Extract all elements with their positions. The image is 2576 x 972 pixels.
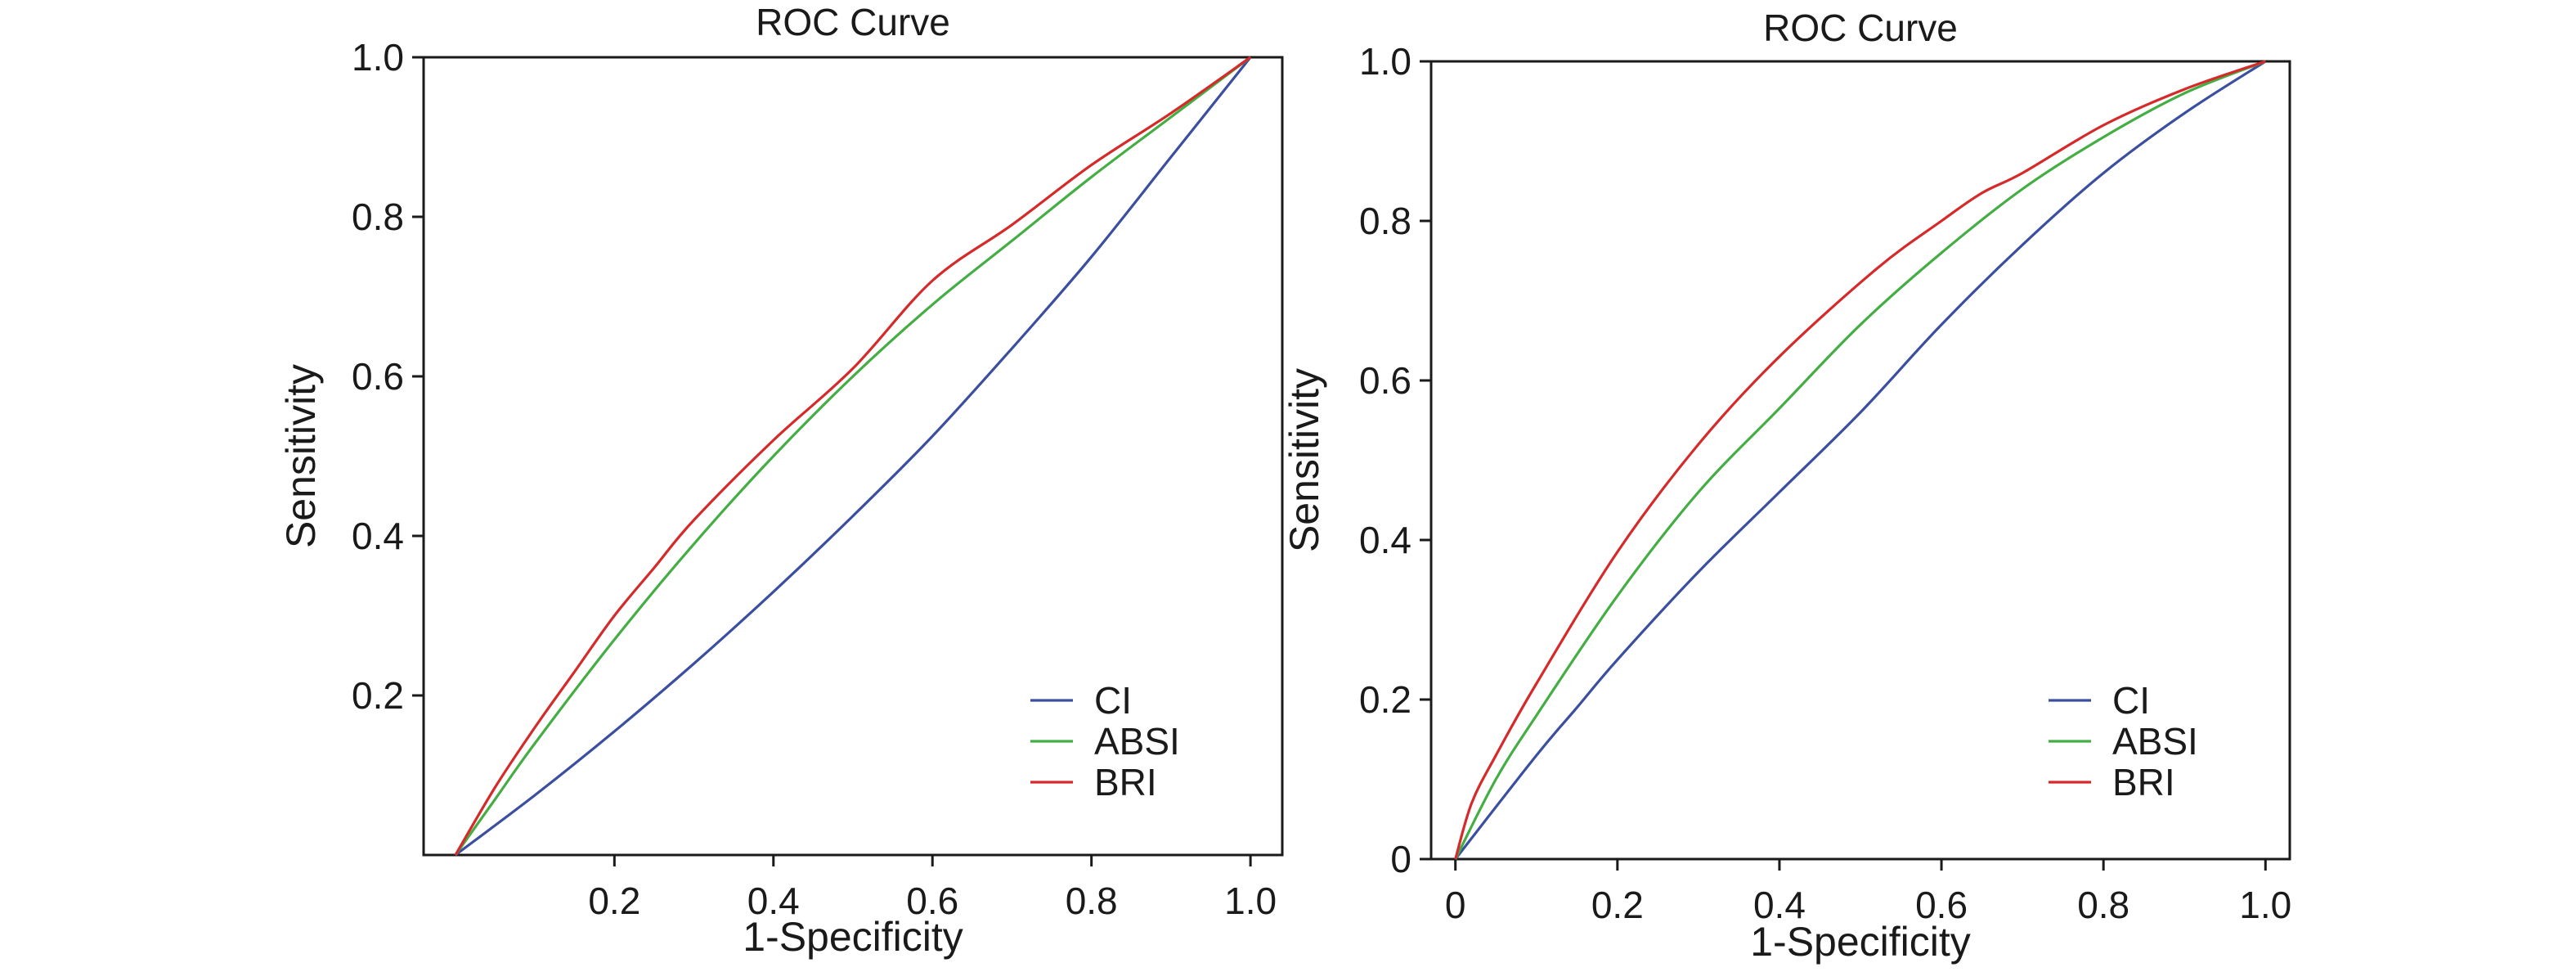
y-tick-label: 1.0 — [352, 36, 404, 79]
x-tick-label: 0.4 — [1753, 884, 1806, 926]
legend-label-ci: CI — [1094, 679, 1132, 722]
x-tick-label: 0 — [1445, 884, 1466, 926]
y-tick-label: 0.6 — [1359, 359, 1411, 402]
chart-title: ROC Curve — [756, 1, 950, 43]
x-tick-label: 0.8 — [2077, 884, 2129, 926]
chart-title: ROC Curve — [1763, 7, 1958, 49]
y-axis-label: Sensitivity — [278, 364, 324, 548]
series-line-absi — [454, 56, 1252, 856]
series-line-ci — [1454, 60, 2267, 860]
x-tick-label: 0.2 — [588, 880, 640, 922]
y-tick-label: 0 — [1390, 838, 1411, 880]
plot-frame — [1429, 60, 2291, 861]
x-tick-label: 0.2 — [1591, 884, 1644, 926]
y-tick-label: 0.2 — [1359, 678, 1411, 721]
x-tick-label: 1.0 — [2239, 884, 2291, 926]
y-axis-label: Sensitivity — [1281, 368, 1327, 552]
y-tick-label: 0.6 — [352, 355, 404, 398]
y-tick-label: 0.2 — [352, 674, 404, 717]
y-tick-label: 0.4 — [1359, 519, 1411, 561]
x-tick-label: 0.8 — [1066, 880, 1118, 922]
series-line-bri — [454, 56, 1252, 856]
x-tick-label: 0.4 — [747, 880, 800, 922]
legend-label-ci: CI — [2112, 679, 2150, 722]
legend-label-absi: ABSI — [1094, 720, 1180, 763]
plot-frame — [422, 56, 1284, 857]
legend-label-bri: BRI — [2112, 761, 2175, 803]
x-axis-label: 1-Specificity — [1750, 919, 1971, 965]
x-tick-label: 0.6 — [1915, 884, 1968, 926]
roc-chart-1: ROC Curve 1-Specificity Sensitivity 0.2 0.4 0… — [278, 1, 1284, 960]
series-line-ci — [454, 56, 1252, 857]
roc-chart-2: ROC Curve 1-Specificity Sensitivity 0 0.2 0.4… — [1281, 7, 2291, 965]
x-tick-label: 1.0 — [1224, 880, 1277, 922]
series-line-absi — [1454, 60, 2266, 860]
legend-label-bri: BRI — [1094, 761, 1157, 803]
y-tick-label: 0.8 — [1359, 200, 1411, 242]
x-tick-label: 0.6 — [906, 880, 958, 922]
series-line-bri — [1454, 60, 2266, 860]
legend-label-absi: ABSI — [2112, 720, 2198, 763]
y-tick-label: 0.4 — [352, 515, 404, 557]
x-axis-label: 1-Specificity — [743, 914, 963, 960]
y-tick-label: 0.8 — [352, 196, 404, 238]
y-tick-label: 1.0 — [1359, 40, 1411, 83]
